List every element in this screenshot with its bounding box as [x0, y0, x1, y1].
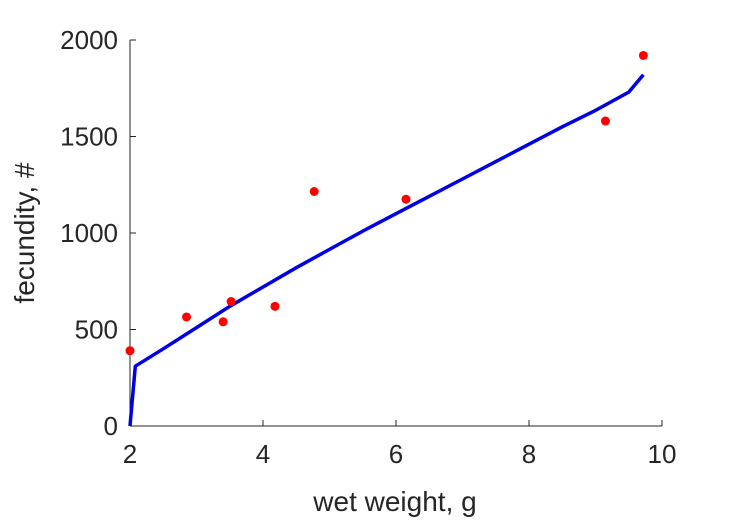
y-tick-label: 2000	[60, 25, 118, 55]
x-tick-label: 2	[123, 439, 137, 469]
y-tick-label: 1500	[60, 122, 118, 152]
y-tick-label: 1000	[60, 218, 118, 248]
data-point	[309, 187, 319, 197]
data-point	[125, 346, 135, 356]
y-tick-label: 0	[104, 411, 118, 441]
y-tick-label: 500	[75, 315, 118, 345]
data-point	[401, 194, 411, 204]
data-point	[218, 317, 228, 327]
x-axis-label: wet weight, g	[312, 486, 476, 517]
series-layer	[125, 50, 648, 427]
data-point	[638, 50, 648, 60]
data-point	[600, 116, 610, 126]
data-point	[226, 297, 236, 307]
fit-line	[128, 73, 645, 427]
x-tick-label: 10	[648, 439, 677, 469]
data-point	[270, 301, 280, 311]
data-point	[182, 312, 192, 322]
x-tick-label: 6	[389, 439, 403, 469]
axes: 2 4 6 8 10 0 500 1000 1500 2000	[60, 25, 676, 469]
y-axis-label: fecundity, #	[9, 162, 40, 304]
x-tick-label: 8	[522, 439, 536, 469]
x-tick-label: 4	[256, 439, 270, 469]
